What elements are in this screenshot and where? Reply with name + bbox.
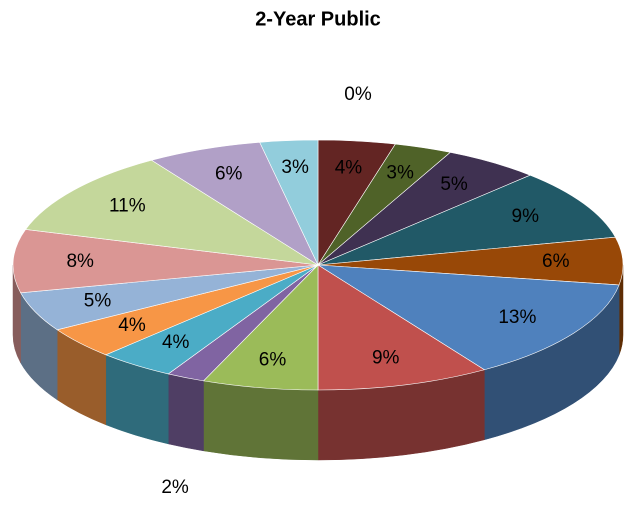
slice: [259, 139, 319, 266]
tops: [12, 139, 624, 391]
slice: [12, 229, 319, 294]
slice: [317, 264, 620, 371]
data-label: 8%: [66, 251, 94, 272]
slice-side: [168, 373, 204, 452]
data-label: 13%: [498, 307, 536, 328]
data-label: 9%: [372, 347, 400, 368]
data-label: 4%: [335, 157, 363, 178]
slice: [150, 141, 319, 266]
data-label: 9%: [512, 206, 540, 227]
slice: [25, 159, 319, 266]
data-label: 6%: [215, 164, 243, 185]
labels: 0% 4% 3% 5% 9% 6% 13% 9% 6% 2% 4% 4% 5% 8% 11% 6% 3%: [66, 84, 569, 498]
data-label: 4%: [162, 332, 190, 353]
data-label: 2%: [161, 477, 189, 498]
data-label: 0%: [344, 84, 372, 105]
data-label: 4%: [118, 315, 146, 336]
data-label: 6%: [259, 350, 287, 371]
slice: [317, 174, 616, 266]
slice: [317, 236, 624, 286]
data-label: 5%: [440, 174, 468, 195]
slice: [202, 264, 319, 391]
slice: [317, 264, 486, 391]
data-label: 11%: [109, 196, 146, 217]
slice-side: [203, 380, 319, 461]
sides: [12, 264, 624, 461]
data-label: 3%: [386, 163, 414, 184]
chart-title: 2-Year Public: [255, 8, 381, 30]
data-label: 5%: [84, 291, 112, 312]
data-label: 6%: [542, 251, 570, 272]
data-label: 3%: [281, 157, 309, 178]
